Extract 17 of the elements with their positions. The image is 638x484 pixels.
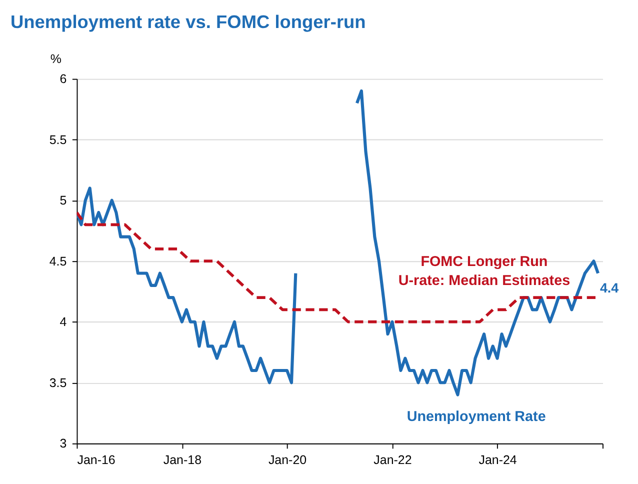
- y-tick-label: 5: [60, 194, 67, 208]
- series-label: FOMC Longer Run U-rate: Median Estimates: [398, 254, 570, 290]
- x-tick-label: Jan-16: [77, 453, 116, 468]
- x-tick-label: Jan-22: [374, 453, 412, 468]
- y-tick-label: 4.5: [49, 254, 67, 268]
- y-tick-label: 3: [60, 436, 67, 451]
- x-tick-label: Jan-20: [268, 453, 307, 468]
- data-label: 4.4: [600, 280, 620, 296]
- chart-title: Unemployment rate vs. FOMC longer-run: [10, 12, 366, 32]
- text: Unemployment Rate: [406, 408, 546, 425]
- x-tick-label: Jan-18: [163, 453, 202, 468]
- x-tick-label: Jan-24: [478, 453, 517, 468]
- y-tick-label: 3.5: [49, 376, 67, 390]
- y-tick-label: 6: [60, 72, 67, 86]
- y-tick-label: 4: [60, 315, 67, 330]
- y-tick-label: 5.5: [49, 132, 67, 147]
- y-axis-title: %: [50, 52, 62, 66]
